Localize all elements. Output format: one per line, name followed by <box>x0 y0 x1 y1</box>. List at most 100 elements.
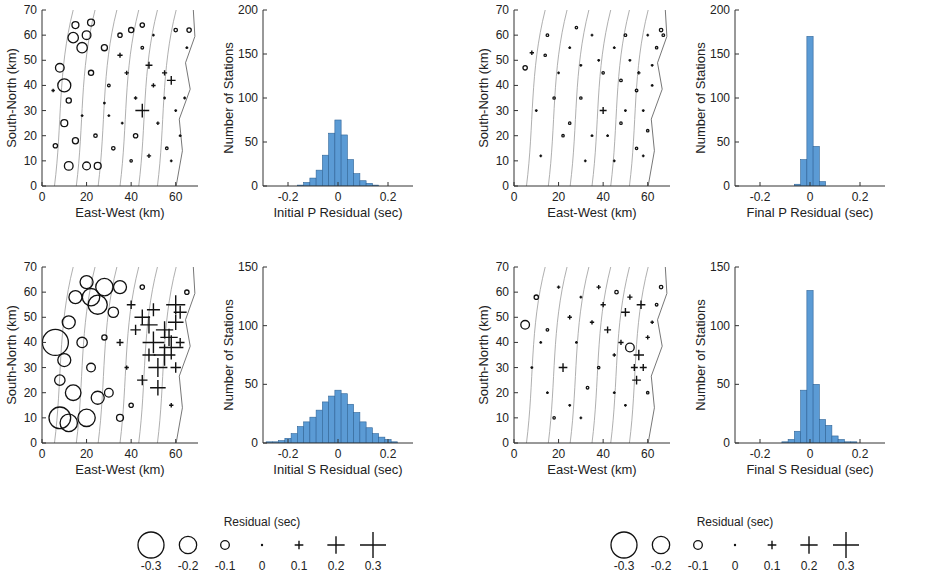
residual-legend: Residual (sec)-0.3-0.2-0.100.10.20.3 <box>138 515 386 573</box>
y-tick <box>42 267 46 268</box>
x-tick-label: 40 <box>124 447 138 461</box>
y-tick <box>514 186 518 187</box>
station <box>118 33 122 37</box>
station <box>140 23 144 27</box>
station <box>659 285 662 288</box>
x-tick-label: 0 <box>335 190 342 204</box>
x-tick <box>86 182 87 186</box>
station <box>83 162 91 170</box>
trend-line <box>570 267 589 443</box>
trend-line <box>139 10 158 186</box>
y-tick <box>514 160 518 161</box>
y-tick-label: 20 <box>496 129 510 143</box>
y-tick-label: 50 <box>496 310 510 324</box>
x-tick-label: 40 <box>596 447 610 461</box>
legend-symbol <box>833 532 859 558</box>
y-tick-label: 70 <box>496 260 510 274</box>
y-tick-label: 20 <box>24 386 38 400</box>
y-axis-line <box>263 267 264 443</box>
legend-label: -0.3 <box>141 559 162 573</box>
station <box>615 290 618 293</box>
y-tick-label: 70 <box>24 260 38 274</box>
axes: -0.200.2050100150200Final P Residual (se… <box>693 3 885 220</box>
y-tick <box>42 160 46 161</box>
station <box>163 97 166 100</box>
station <box>650 321 653 324</box>
station <box>559 363 568 372</box>
station <box>591 134 594 137</box>
coastline <box>176 267 195 443</box>
station <box>125 365 129 369</box>
legend-label: 0 <box>259 559 266 573</box>
y-tick-label: 50 <box>717 135 731 149</box>
y-tick <box>514 267 518 268</box>
station <box>133 134 137 138</box>
plot-area <box>794 36 825 186</box>
y-tick <box>514 342 518 343</box>
station <box>530 51 534 55</box>
station <box>62 316 75 329</box>
station <box>129 28 134 33</box>
y-tick <box>514 367 518 368</box>
histogram-bar <box>813 384 819 443</box>
y-tick <box>263 142 267 143</box>
y-tick-label: 0 <box>251 436 258 450</box>
histogram-bar <box>341 135 347 186</box>
station <box>179 134 182 137</box>
histogram-bar <box>329 133 335 186</box>
station <box>185 290 189 294</box>
station <box>42 329 68 355</box>
x-axis-label: Final S Residual (sec) <box>746 462 873 477</box>
station <box>105 388 114 397</box>
station <box>55 63 64 72</box>
y-tick-label: 50 <box>496 53 510 67</box>
station <box>557 71 560 74</box>
y-tick <box>735 443 739 444</box>
histogram-bar <box>329 396 335 443</box>
histogram-bar <box>735 186 738 187</box>
station <box>647 392 649 394</box>
station <box>166 147 169 150</box>
trend-line <box>629 267 648 443</box>
legend-label: 0.1 <box>291 559 308 573</box>
station <box>655 47 657 49</box>
y-tick-label: 100 <box>710 319 730 333</box>
x-axis-label: East-West (km) <box>75 462 164 477</box>
station <box>624 109 627 112</box>
station <box>621 308 630 317</box>
station <box>647 129 649 131</box>
x-tick <box>514 439 515 443</box>
station <box>546 329 549 332</box>
station <box>58 79 71 92</box>
station <box>613 46 616 49</box>
y-tick <box>42 443 46 444</box>
legend-label: -0.2 <box>651 559 672 573</box>
station <box>580 97 582 99</box>
station <box>108 307 118 317</box>
trend-line <box>98 267 117 443</box>
y-tick-label: 100 <box>238 319 258 333</box>
station <box>604 326 611 333</box>
histogram-bar <box>297 427 303 443</box>
legend-symbol <box>734 544 736 546</box>
station <box>626 343 635 352</box>
y-axis-line <box>42 10 43 186</box>
histogram-bar <box>826 425 832 443</box>
y-tick-label: 0 <box>30 179 37 193</box>
axes: 0204060010203040506070East-West (km)Sout… <box>476 3 670 220</box>
station <box>94 162 101 169</box>
y-tick <box>263 384 267 385</box>
y-tick-label: 10 <box>496 411 510 425</box>
x-tick <box>175 439 176 443</box>
y-tick-label: 50 <box>245 135 259 149</box>
station <box>568 315 572 319</box>
y-tick <box>735 325 739 326</box>
station <box>553 417 555 419</box>
station <box>137 375 147 385</box>
station <box>646 335 650 339</box>
legend-symbol <box>261 544 263 546</box>
trend-line <box>548 10 567 186</box>
station <box>579 64 582 67</box>
y-tick-label: 50 <box>24 310 38 324</box>
station <box>613 391 616 394</box>
